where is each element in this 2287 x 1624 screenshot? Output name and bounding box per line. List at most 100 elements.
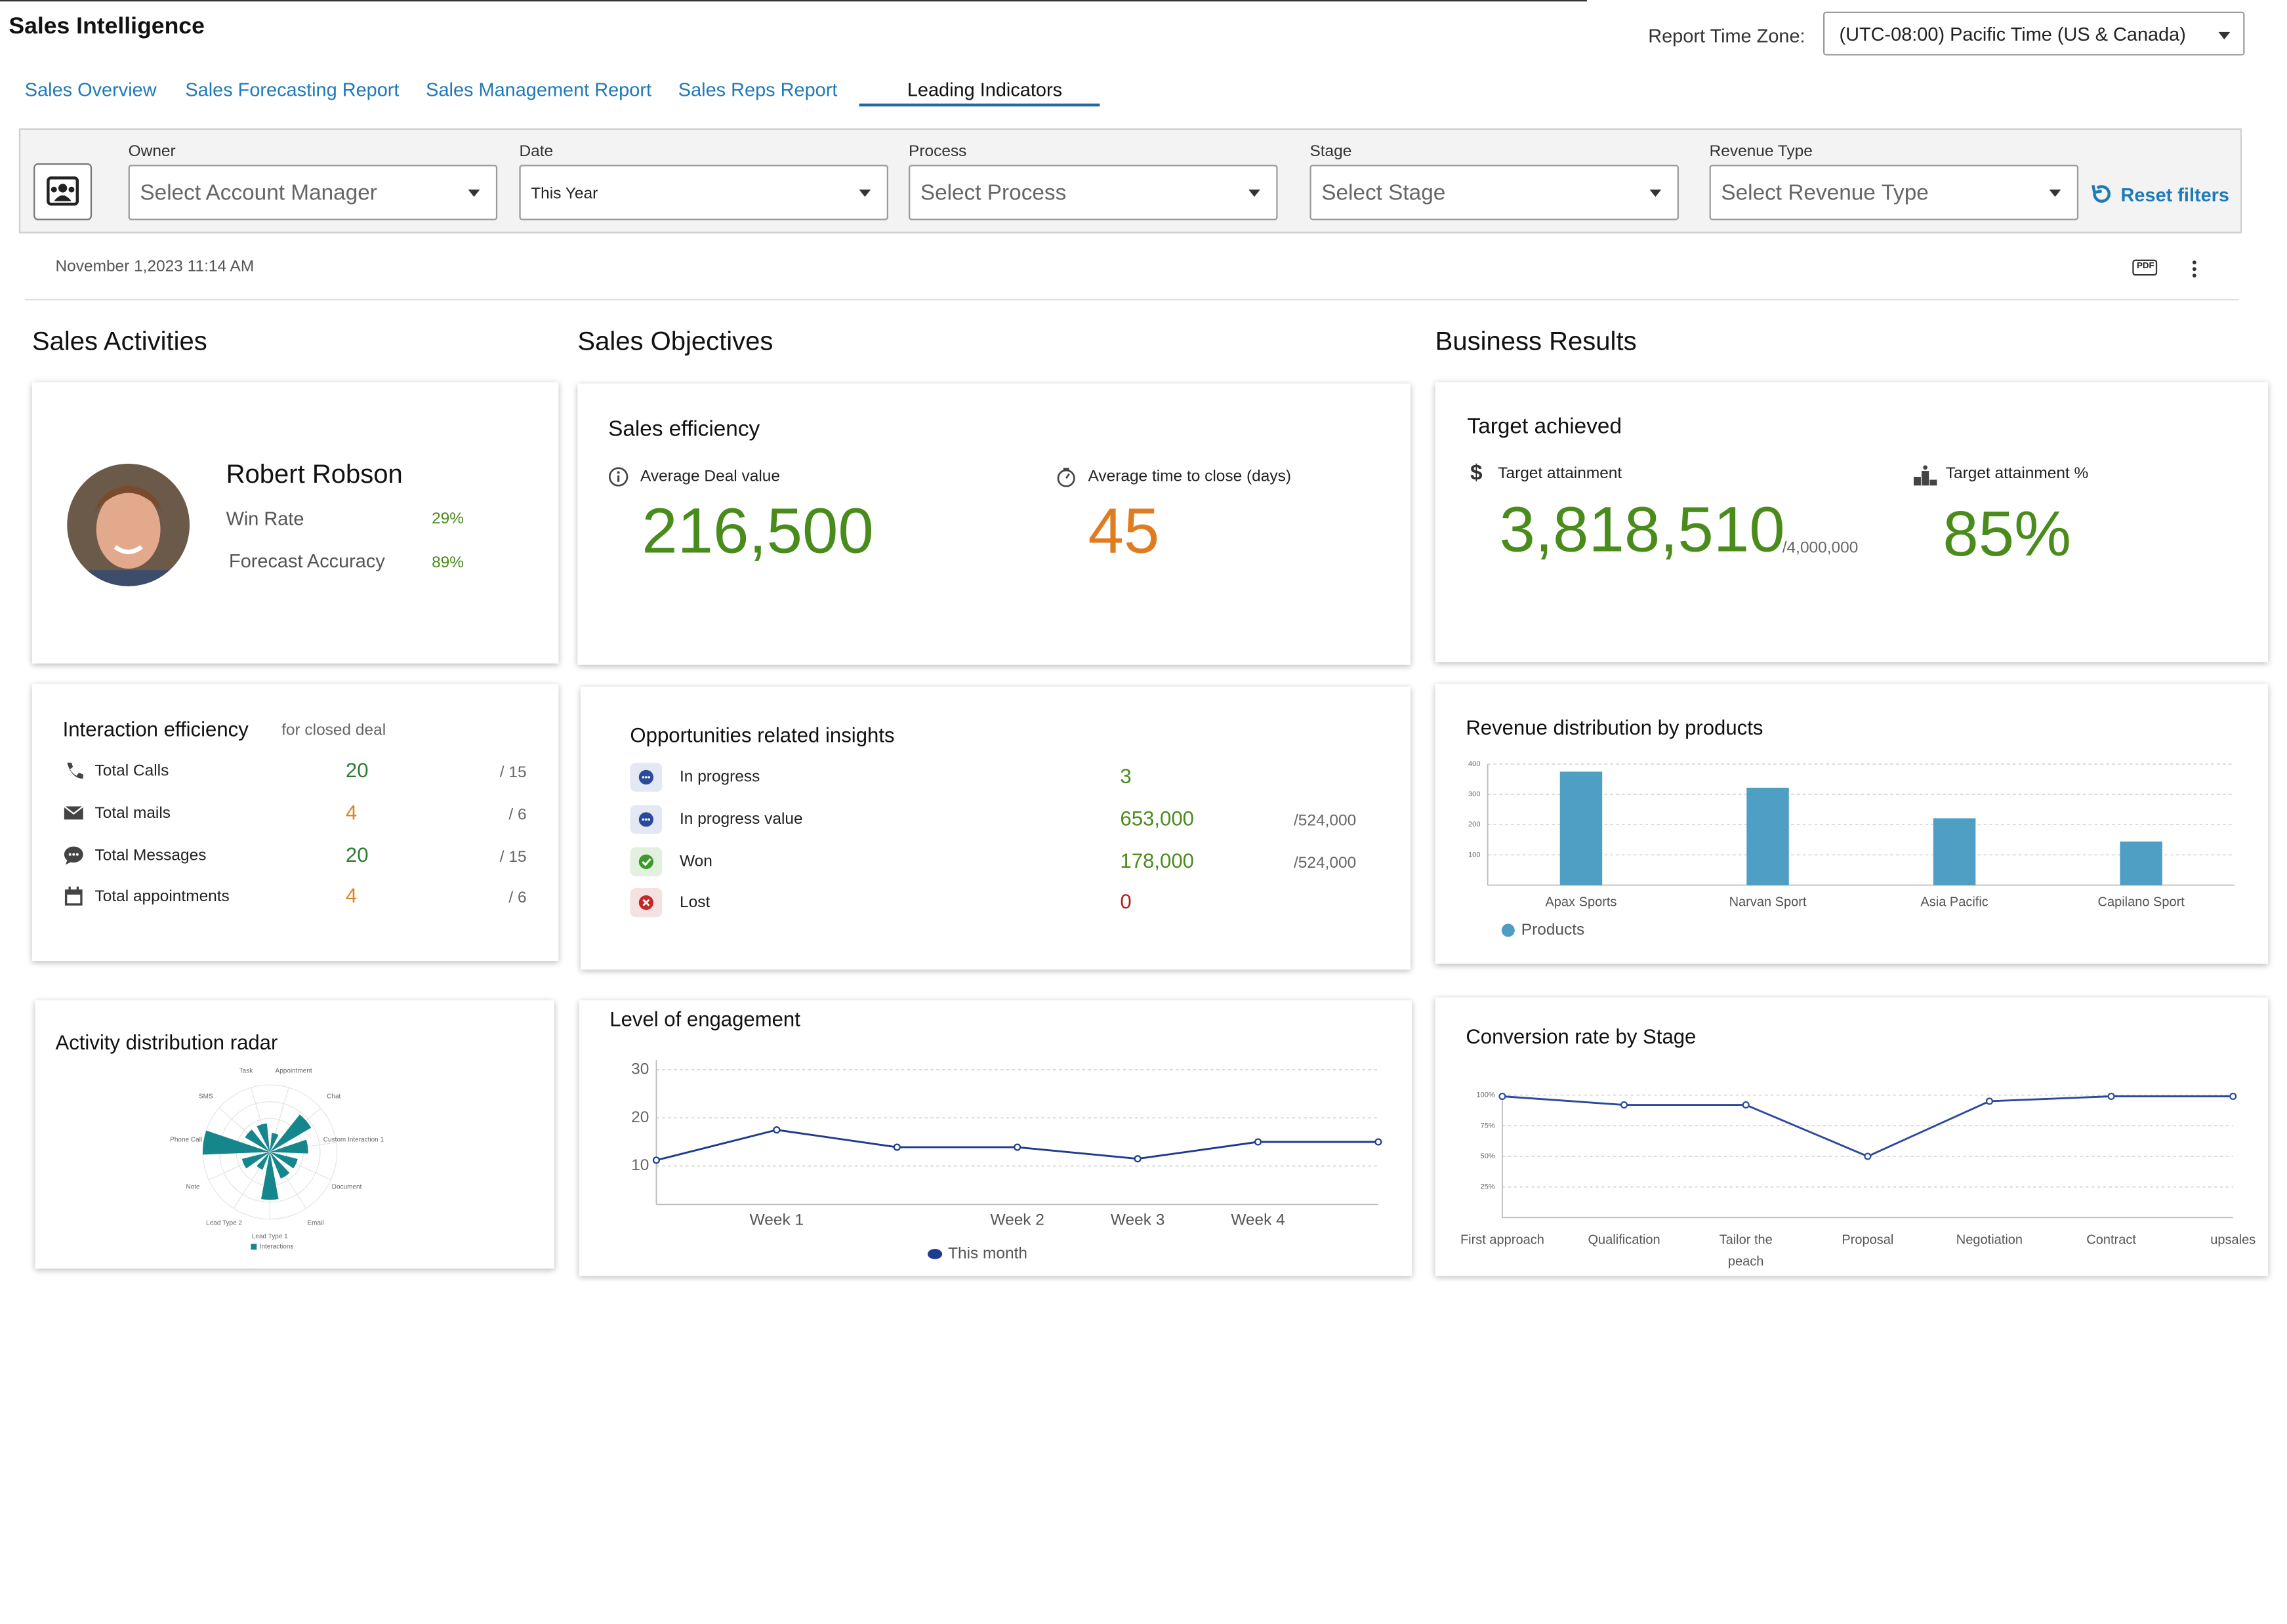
tab[interactable]: Sales Forecasting Report bbox=[185, 79, 400, 101]
row-value: 653,000 bbox=[1120, 806, 1194, 830]
card-title: Opportunities related insights bbox=[630, 723, 895, 747]
kpi-label: Average time to close (days) bbox=[1088, 468, 1291, 486]
filter-label: Process bbox=[909, 142, 967, 161]
metric-value: 89% bbox=[432, 554, 464, 572]
kpi-value: 216,500 bbox=[642, 495, 874, 567]
info-icon bbox=[608, 467, 628, 487]
filter-select[interactable]: This Year bbox=[519, 165, 888, 220]
section-title: Business Results bbox=[1435, 326, 1637, 356]
tab[interactable]: Sales Management Report bbox=[426, 79, 652, 101]
row-label: Total Calls bbox=[94, 762, 169, 781]
filter-value: Select Account Manager bbox=[140, 180, 377, 206]
filter-select[interactable]: Select Stage bbox=[1309, 165, 1679, 220]
row-value: 20 bbox=[345, 843, 369, 866]
filter-label: Stage bbox=[1309, 142, 1352, 161]
reset-text: Reset filters bbox=[2120, 184, 2230, 206]
opportunities-card bbox=[580, 687, 1411, 970]
pdf-text: PDF bbox=[2137, 262, 2154, 272]
target-card bbox=[1435, 382, 2269, 662]
podium-icon bbox=[1913, 465, 1937, 486]
row-value: 20 bbox=[345, 758, 369, 782]
avatar bbox=[67, 463, 190, 586]
more-button[interactable] bbox=[2191, 260, 2198, 280]
card-subtitle: for closed deal bbox=[281, 721, 386, 740]
row-icon bbox=[64, 886, 83, 906]
timestamp: November 1,2023 11:14 AM bbox=[55, 258, 255, 276]
filters: Owner Select Account Manager Date This Year… bbox=[0, 0, 2287, 233]
timezone-label: Report Time Zone: bbox=[1648, 24, 1805, 47]
top-rule bbox=[0, 0, 1587, 2]
x-tick-label: Tailor the peach bbox=[1719, 1232, 1773, 1269]
icon bbox=[47, 176, 79, 206]
pdf-button[interactable]: PDF bbox=[2132, 259, 2158, 276]
kpi-goal: /4,000,000 bbox=[1782, 539, 1859, 558]
interaction-card bbox=[31, 683, 559, 962]
caret bbox=[2218, 31, 2231, 40]
metric-value: 29% bbox=[432, 510, 464, 528]
tab-bar: Sales Overview Sales Forecasting Report Sa… bbox=[0, 76, 1167, 111]
row-label: Total Messages bbox=[94, 847, 207, 865]
row-label: In progress value bbox=[680, 811, 803, 828]
divider bbox=[24, 298, 2239, 300]
filter-value: This Year bbox=[531, 185, 598, 203]
x-tick-label: upsales bbox=[2210, 1232, 2256, 1247]
row-value: 0 bbox=[1120, 889, 1132, 913]
caret bbox=[859, 190, 871, 197]
timezone-select[interactable]: (UTC-08:00) Pacific Time (US & Canada) bbox=[1823, 11, 2245, 56]
kpi-value: 3,818,510 bbox=[1499, 494, 1785, 566]
card-title: Sales efficiency bbox=[608, 416, 760, 442]
rep-name: Robert Robson bbox=[226, 459, 403, 489]
row-label: In progress bbox=[680, 768, 760, 786]
kpi-value: 85% bbox=[1943, 498, 2072, 571]
row-goal: / 15 bbox=[499, 848, 527, 866]
card-title: Target achieved bbox=[1467, 414, 1622, 439]
tab[interactable]: Leading Indicators bbox=[907, 79, 1063, 101]
dollar-icon: $ bbox=[1470, 460, 1483, 486]
kpi-label: Average Deal value bbox=[640, 468, 781, 486]
reset-filters[interactable]: Reset filters bbox=[2089, 181, 2235, 210]
status-icon bbox=[630, 805, 663, 834]
filter-select[interactable]: Select Account Manager bbox=[128, 165, 498, 220]
section-title: Sales Activities bbox=[31, 326, 207, 356]
row-goal: / 6 bbox=[508, 889, 527, 907]
row-label: Lost bbox=[680, 893, 711, 912]
filter-select[interactable]: Select Revenue Type bbox=[1709, 165, 2079, 220]
x-tick-label: Contract bbox=[2086, 1232, 2136, 1247]
x-tick-label: Negotiation bbox=[1956, 1232, 2023, 1247]
filter-value: Select Revenue Type bbox=[1721, 180, 1929, 206]
filter-value: Select Process bbox=[920, 180, 1067, 206]
row-label: Total mails bbox=[94, 805, 171, 822]
row-value: 4 bbox=[345, 883, 358, 907]
row-value: 4 bbox=[345, 800, 358, 824]
row-goal: / 6 bbox=[508, 806, 527, 824]
filter-select[interactable]: Select Process bbox=[909, 165, 1278, 220]
row-icon bbox=[64, 805, 84, 820]
caret bbox=[1248, 190, 1260, 197]
row-icon bbox=[64, 846, 83, 865]
row-value: 178,000 bbox=[1120, 848, 1194, 872]
timezone-value: (UTC-08:00) Pacific Time (US & Canada) bbox=[1839, 23, 2186, 45]
status-icon bbox=[630, 762, 663, 792]
x-tick-label: Proposal bbox=[1842, 1232, 1894, 1247]
dots bbox=[2192, 260, 2196, 278]
status-icon bbox=[630, 847, 663, 877]
filter-label: Date bbox=[519, 142, 554, 161]
owner-icon-button[interactable] bbox=[33, 163, 93, 220]
tab[interactable]: Sales Overview bbox=[24, 79, 157, 101]
x-tick-label: First approach bbox=[1460, 1232, 1544, 1247]
kpi-value: 45 bbox=[1088, 495, 1160, 567]
row-goal: /524,000 bbox=[1293, 854, 1357, 872]
card-title: Interaction efficiency bbox=[62, 717, 249, 741]
interaction-rows: Total Calls 20 / 15 Total mails 4 / 6 Total Me… bbox=[0, 0, 583, 962]
opportunity-rows: In progress 3 In progress value 653,000/524… bbox=[0, 0, 1400, 962]
row-label: Total appointments bbox=[94, 887, 230, 906]
efficiency-card bbox=[577, 383, 1411, 665]
caret bbox=[468, 190, 480, 197]
tab[interactable]: Sales Reps Report bbox=[678, 79, 838, 101]
row-goal: / 15 bbox=[499, 763, 527, 782]
filter-label: Owner bbox=[128, 142, 176, 161]
row-goal: /524,000 bbox=[1293, 812, 1357, 830]
tab-underline bbox=[859, 103, 1100, 107]
